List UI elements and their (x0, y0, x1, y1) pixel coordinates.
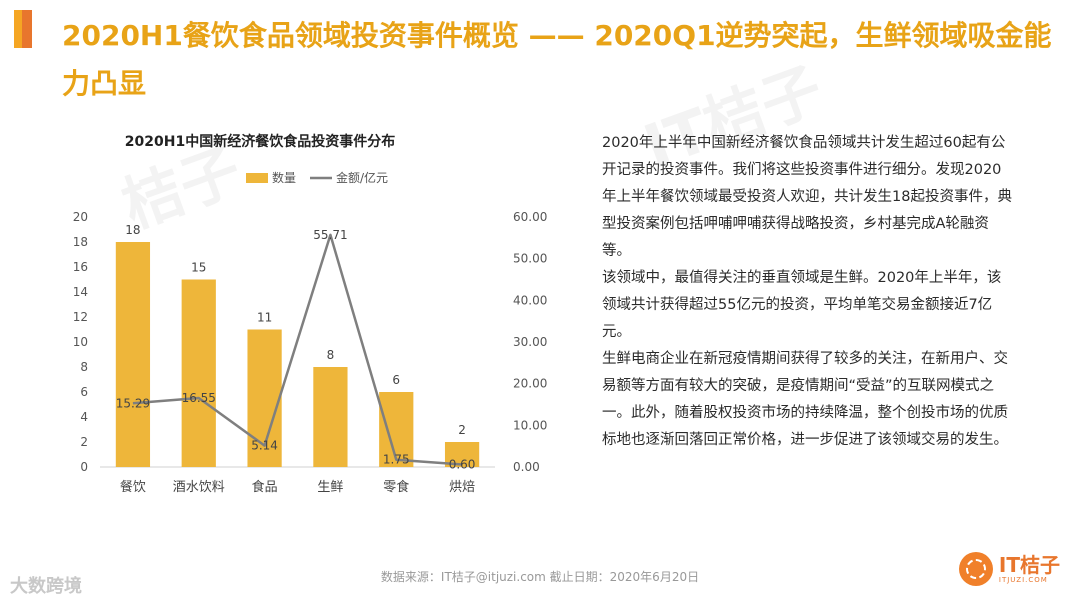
x-tick-label: 烘焙 (449, 480, 475, 495)
bar (181, 279, 216, 467)
bar-data-label: 2 (458, 423, 466, 437)
accent-stripe-dark (22, 10, 32, 48)
y-right-tick-label: 30.00 (513, 335, 547, 349)
paragraph: 2020年上半年中国新经济餐饮食品领域共计发生超过60起有公开记录的投资事件。我… (602, 135, 1012, 259)
orange-logo-icon (958, 552, 993, 586)
bar-data-label: 11 (257, 311, 272, 325)
legend-label-count: 数量 (272, 170, 296, 185)
y-left-tick-label: 20 (73, 210, 88, 224)
chart-title: 2020H1中国新经济餐饮食品投资事件分布 (125, 133, 395, 150)
y-right-tick-label: 40.00 (513, 293, 547, 307)
x-tick-label: 餐饮 (120, 479, 146, 495)
investment-chart: 2020H1中国新经济餐饮食品投资事件分布 数量 金额/亿元 0 2 4 6 8 10 12… (73, 133, 548, 495)
bar-data-label: 15 (191, 261, 206, 275)
accent-stripe-light (14, 10, 22, 48)
data-source-note: 数据来源：IT桔子@itjuzi.com 截止日期：2020年6月20日 (380, 570, 700, 584)
description-text: 2020年上半年中国新经济餐饮食品领域共计发生超过60起有公开记录的投资事件。我… (602, 130, 1012, 454)
y-right-tick-label: 0.00 (513, 460, 540, 474)
chart-legend: 数量 金额/亿元 (246, 170, 388, 185)
amount-line (132, 233, 463, 466)
y-left-tick-label: 8 (80, 360, 88, 374)
y-left-tick-label: 2 (80, 435, 88, 449)
x-tick-label: 酒水饮料 (173, 480, 225, 495)
x-tick-label: 食品 (252, 479, 278, 495)
y-left-tick-label: 16 (73, 260, 88, 274)
paragraph: 生鲜电商企业在新冠疫情期间获得了较多的关注，在新用户、交易额等方面有较大的突破，… (602, 351, 1008, 448)
legend-label-amount: 金额/亿元 (336, 170, 388, 185)
y-left-tick-label: 18 (73, 235, 88, 249)
page-title: 2020H1餐饮食品领域投资事件概览 —— 2020Q1逆势突起，生鲜领域吸金能… (62, 19, 1052, 100)
bar (313, 367, 348, 467)
x-tick-label: 零食 (383, 479, 409, 495)
line-data-label: 1.75 (383, 453, 410, 467)
y-right-tick-label: 20.00 (513, 377, 547, 391)
chart-container: 2020H1中国新经济餐饮食品投资事件分布 数量 金额/亿元 0 2 4 6 8 10 12… (60, 122, 560, 512)
y-left-tick-label: 6 (80, 385, 88, 399)
itjuzi-logo: IT桔子 ITJUZI.COM (958, 552, 1060, 586)
bar-data-label: 18 (125, 223, 140, 237)
title-accent-bar (14, 10, 32, 48)
bar (379, 392, 414, 467)
y-left-tick-label: 10 (73, 335, 88, 349)
y-right-tick-label: 10.00 (513, 418, 547, 432)
line-data-label: 5.14 (251, 439, 278, 453)
y-right-tick-label: 60.00 (513, 210, 547, 224)
y-right-tick-label: 50.00 (513, 252, 547, 266)
y-left-tick-label: 12 (73, 310, 88, 324)
y-left-tick-label: 14 (73, 285, 88, 299)
legend-swatch-count (246, 173, 268, 183)
line-data-label: 15.29 (116, 396, 150, 410)
bar (115, 242, 151, 467)
bar-data-label: 8 (327, 348, 335, 362)
y-left-tick-label: 0 (80, 460, 88, 474)
line-data-label: 55.71 (313, 228, 347, 242)
bar-data-label: 6 (392, 373, 400, 387)
logo-name: IT桔子 (998, 553, 1060, 577)
logo-url: ITJUZI.COM (998, 576, 1048, 584)
paragraph: 该领域中，最值得关注的垂直领域是生鲜。2020年上半年，该领域共计获得超过55亿… (602, 270, 1002, 340)
x-tick-label: 生鲜 (317, 480, 343, 495)
line-data-label: 0.60 (449, 458, 476, 472)
line-data-label: 16.55 (182, 391, 216, 405)
y-left-tick-label: 4 (80, 410, 88, 424)
watermark-text: 大数跨境 (10, 576, 82, 597)
